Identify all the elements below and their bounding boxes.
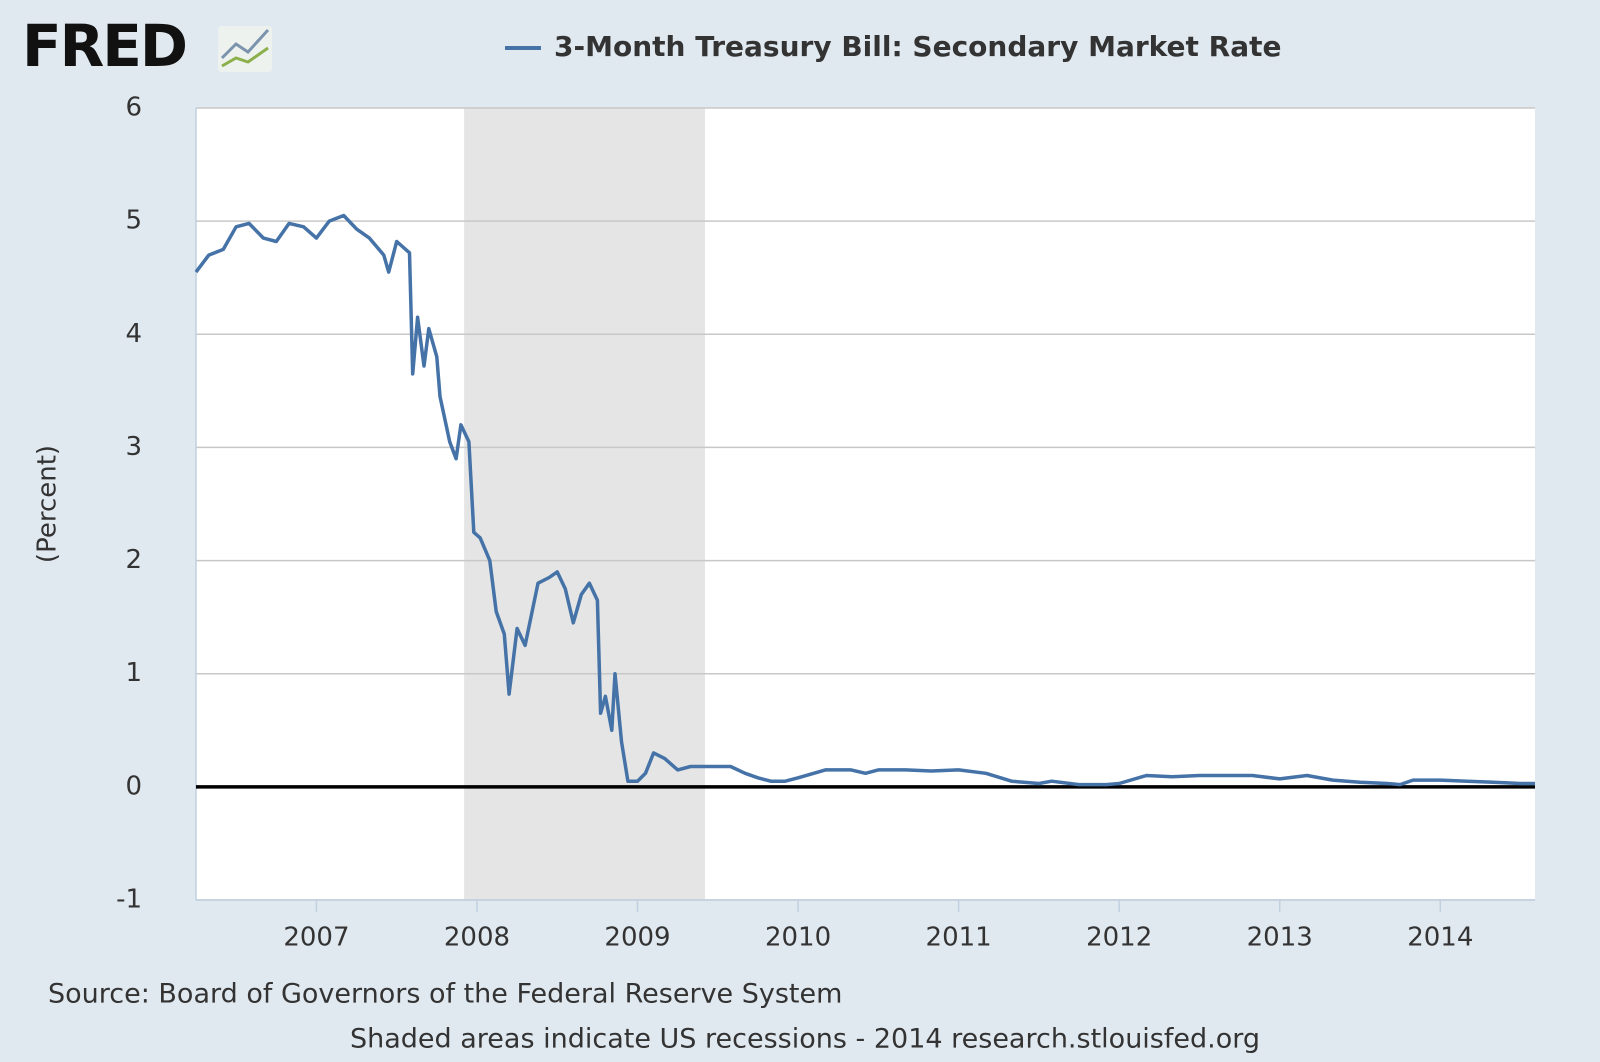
y-tick-label: 0 — [125, 771, 142, 801]
x-tick-label: 2010 — [765, 923, 831, 953]
y-tick-label: 5 — [125, 206, 142, 236]
y-tick-label: -1 — [116, 885, 142, 915]
x-tick-label: 2013 — [1247, 923, 1313, 953]
y-tick-label: 4 — [125, 319, 142, 349]
y-tick-label: 6 — [125, 93, 142, 123]
y-axis-label: (Percent) — [33, 445, 63, 563]
series-line — [194, 213, 1535, 787]
y-tick-label: 2 — [125, 545, 142, 575]
note: Shaded areas indicate US recessions - 20… — [350, 1024, 1260, 1055]
legend-label: 3-Month Treasury Bill: Secondary Market … — [554, 30, 1281, 63]
x-tick-label: 2011 — [926, 923, 992, 953]
plot-area — [196, 108, 1535, 900]
recession-band — [464, 108, 705, 900]
x-tick-label: 2007 — [283, 923, 349, 953]
x-tick-label: 2009 — [604, 923, 670, 953]
y-tick-label: 1 — [125, 658, 142, 688]
source: Source: Board of Governors of the Federa… — [48, 979, 842, 1010]
x-tick-label: 2014 — [1407, 923, 1473, 953]
logo: FRED — [22, 12, 186, 80]
x-tick-label: 2012 — [1086, 923, 1152, 953]
x-tick-label: 2008 — [444, 923, 510, 953]
y-tick-label: 3 — [125, 432, 142, 462]
logo-icon — [218, 26, 272, 72]
